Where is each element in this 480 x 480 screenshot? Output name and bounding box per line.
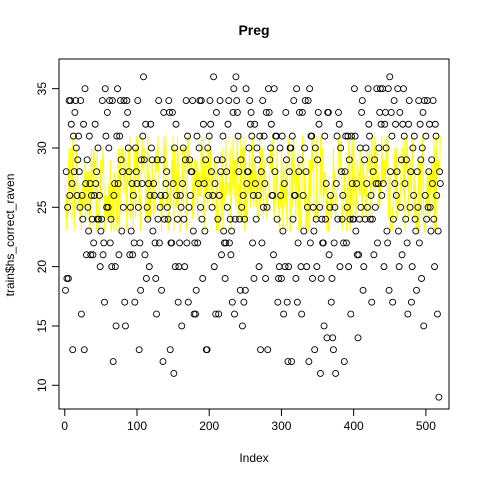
x-tick-label: 500 [416,419,436,433]
y-tick-label: 20 [35,260,49,274]
x-tick-label: 200 [199,419,219,433]
y-axis-label: train$hs_correct_raven [3,174,17,297]
y-tick-label: 10 [35,378,49,392]
x-tick-label: 300 [271,419,291,433]
y-tick-label: 25 [35,200,49,214]
chart-title: Preg [238,22,269,38]
x-tick-label: 0 [61,419,68,433]
y-tick-label: 15 [35,319,49,333]
x-axis-label: Index [239,451,268,465]
y-tick-label: 35 [35,82,49,96]
x-tick-label: 100 [127,419,147,433]
x-tick-label: 400 [344,419,364,433]
y-tick-label: 30 [35,141,49,155]
